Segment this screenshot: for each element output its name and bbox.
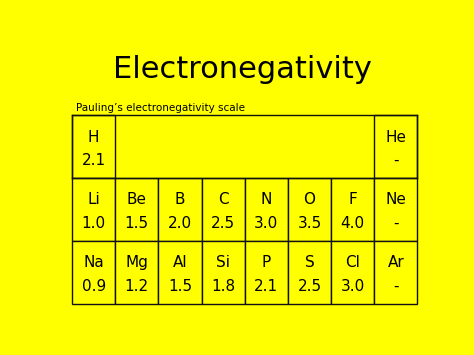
Text: 2.1: 2.1 (82, 153, 106, 168)
Bar (115, 178, 158, 241)
Text: He: He (385, 130, 406, 144)
Bar (72, 178, 115, 241)
Text: Ar: Ar (387, 255, 404, 270)
Bar (72, 115, 115, 178)
Bar (201, 178, 245, 241)
Text: Si: Si (216, 255, 230, 270)
Text: -: - (393, 153, 399, 168)
Text: 3.0: 3.0 (254, 216, 278, 231)
Text: Ne: Ne (385, 192, 406, 207)
Bar (158, 241, 201, 304)
Bar (288, 241, 331, 304)
Bar (201, 241, 245, 304)
Text: F: F (348, 192, 357, 207)
Bar (115, 241, 158, 304)
Text: Pauling’s electronegativity scale: Pauling’s electronegativity scale (76, 103, 245, 113)
Text: Li: Li (87, 192, 100, 207)
Text: 2.0: 2.0 (168, 216, 192, 231)
Bar (331, 241, 374, 304)
Text: Be: Be (127, 192, 147, 207)
Text: P: P (262, 255, 271, 270)
Text: -: - (393, 216, 399, 231)
Text: 1.5: 1.5 (168, 279, 192, 294)
Text: H: H (88, 130, 100, 144)
Bar (245, 178, 288, 241)
Text: Electronegativity: Electronegativity (113, 55, 373, 84)
Text: 1.2: 1.2 (125, 279, 149, 294)
Text: 0.9: 0.9 (82, 279, 106, 294)
Text: Mg: Mg (126, 255, 148, 270)
Text: 1.0: 1.0 (82, 216, 106, 231)
Text: O: O (303, 192, 316, 207)
Bar (245, 241, 288, 304)
Text: 1.8: 1.8 (211, 279, 235, 294)
Text: N: N (261, 192, 272, 207)
Text: 3.0: 3.0 (340, 279, 365, 294)
Text: 1.5: 1.5 (125, 216, 149, 231)
Bar (158, 178, 201, 241)
Text: Cl: Cl (345, 255, 360, 270)
Text: S: S (305, 255, 314, 270)
Text: 2.5: 2.5 (211, 216, 235, 231)
Bar (374, 241, 418, 304)
Text: Na: Na (83, 255, 104, 270)
Text: 2.1: 2.1 (254, 279, 278, 294)
Bar (288, 178, 331, 241)
Text: Al: Al (173, 255, 187, 270)
Text: 4.0: 4.0 (341, 216, 365, 231)
Bar (374, 115, 418, 178)
Text: 3.5: 3.5 (297, 216, 322, 231)
Text: -: - (393, 279, 399, 294)
Text: 2.5: 2.5 (298, 279, 321, 294)
Bar (72, 241, 115, 304)
Bar (374, 178, 418, 241)
Text: C: C (218, 192, 228, 207)
Bar (331, 178, 374, 241)
Text: B: B (175, 192, 185, 207)
